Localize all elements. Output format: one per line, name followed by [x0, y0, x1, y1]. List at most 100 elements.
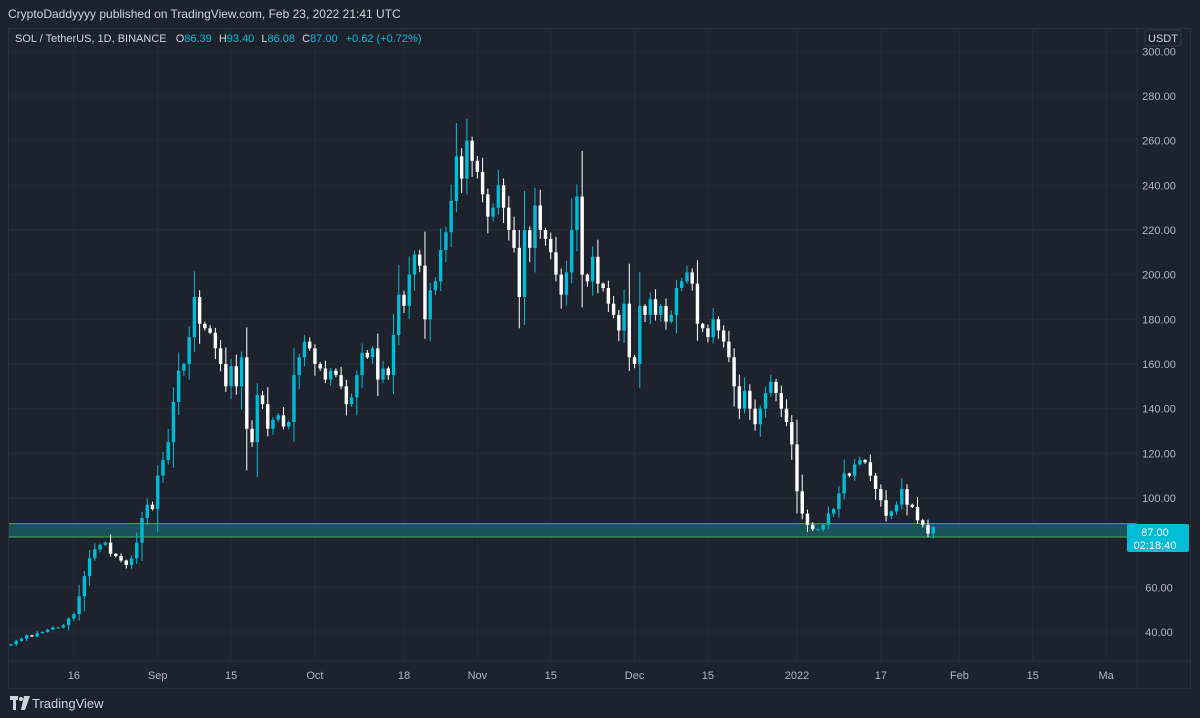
candle-body: [617, 314, 621, 331]
candle-body: [659, 305, 663, 315]
candle: [229, 358, 233, 400]
candle-body: [716, 319, 721, 331]
candle: [381, 360, 385, 384]
candle: [480, 157, 485, 203]
candle: [905, 484, 909, 516]
candle: [239, 351, 244, 410]
tradingview-brand[interactable]: TradingView: [32, 696, 104, 711]
candle-body: [847, 473, 852, 476]
candle-body: [632, 357, 637, 364]
candle-body: [685, 272, 689, 282]
candle-body: [438, 250, 443, 282]
candle: [496, 169, 501, 215]
candle: [852, 458, 857, 481]
tradingview-logo-icon[interactable]: [10, 696, 30, 710]
candle-body: [391, 334, 396, 376]
candle-body: [35, 633, 39, 637]
candle: [281, 407, 286, 430]
candle-body: [449, 200, 453, 233]
currency-label[interactable]: USDT: [1144, 29, 1182, 47]
candle-body: [501, 185, 506, 208]
candle: [517, 229, 521, 329]
publish-header: CryptoDaddyyyy published on TradingView.…: [0, 0, 1200, 28]
x-tick-label: 2022: [785, 670, 809, 682]
legend-o-value: 86.39: [184, 33, 212, 45]
candle-body: [842, 473, 846, 494]
candle: [140, 511, 144, 561]
candle: [585, 273, 590, 287]
candle-body: [77, 596, 81, 615]
candle: [507, 195, 511, 241]
candle-body: [245, 357, 249, 429]
candle: [821, 522, 825, 532]
candle: [816, 528, 820, 531]
candle: [501, 178, 506, 224]
x-tick-label: Sep: [148, 670, 168, 682]
x-tick-label: Ma: [1099, 670, 1115, 682]
price-label: 87.00 02:18:40: [1127, 524, 1189, 552]
candle: [318, 361, 322, 371]
candle: [669, 310, 673, 324]
candle-body: [559, 274, 563, 295]
candle-body: [376, 348, 380, 380]
candle: [784, 399, 789, 427]
candle: [444, 226, 448, 263]
candle-body: [486, 194, 490, 217]
candle: [606, 280, 611, 312]
legend-h-label: H: [219, 33, 227, 45]
candle: [931, 525, 935, 540]
candle-body: [30, 635, 34, 637]
candle: [45, 628, 50, 634]
candle: [61, 623, 66, 629]
candle-body: [156, 475, 160, 510]
candle: [323, 360, 328, 384]
candle: [150, 501, 155, 511]
legend-l-value: 86.08: [268, 33, 296, 45]
candle: [590, 246, 595, 296]
candle-body: [208, 328, 212, 333]
candle: [423, 231, 427, 339]
candle: [638, 272, 642, 389]
candle-body: [14, 640, 18, 645]
candle: [224, 347, 228, 392]
candle: [93, 543, 97, 562]
candle: [926, 519, 930, 538]
candle: [601, 282, 605, 292]
candle-body: [931, 527, 935, 534]
candle-body: [355, 375, 359, 398]
candle: [297, 353, 301, 390]
candle-body: [103, 542, 108, 545]
legend-change: +0.62 (+0.72%): [346, 33, 422, 45]
legend-o-label: O: [176, 33, 185, 45]
candle-body: [549, 238, 553, 253]
chart-pane[interactable]: 300.00 280.00 260.00 240.00 220.00 200.00 180.…: [8, 28, 1191, 689]
price-chart[interactable]: 300.00 280.00 260.00 240.00 220.00 200.00 180.…: [9, 29, 1190, 688]
support-zone-layer: [9, 523, 1137, 538]
time-axis[interactable]: 16 Sep 15 Oct 18 Nov 15 Dec 15 2022 17 Feb 15 Ma: [68, 670, 1115, 682]
candle-body: [575, 196, 579, 230]
y-tick-label: 200.00: [1142, 270, 1176, 282]
candle: [51, 625, 55, 631]
candle-body: [507, 207, 511, 230]
candle: [203, 321, 207, 331]
candle-body: [40, 631, 45, 634]
candle: [528, 226, 532, 263]
candle-body: [921, 520, 925, 525]
candle: [748, 384, 752, 421]
candle: [176, 352, 181, 416]
candle: [554, 236, 558, 282]
last-price-text: 87.00: [1141, 527, 1169, 539]
price-axis[interactable]: 300.00 280.00 260.00 240.00 220.00 200.00 180.…: [1142, 46, 1176, 639]
candle-body: [622, 303, 626, 331]
candle-body: [779, 393, 783, 409]
candle: [266, 387, 270, 437]
candle-body: [182, 363, 186, 371]
candle-body: [564, 272, 569, 295]
candle: [250, 420, 254, 448]
candle-body: [266, 404, 270, 429]
candle: [790, 415, 794, 460]
candle-body: [187, 337, 191, 364]
candle: [879, 484, 883, 507]
candle-body: [627, 303, 632, 358]
grid: [9, 29, 1137, 661]
